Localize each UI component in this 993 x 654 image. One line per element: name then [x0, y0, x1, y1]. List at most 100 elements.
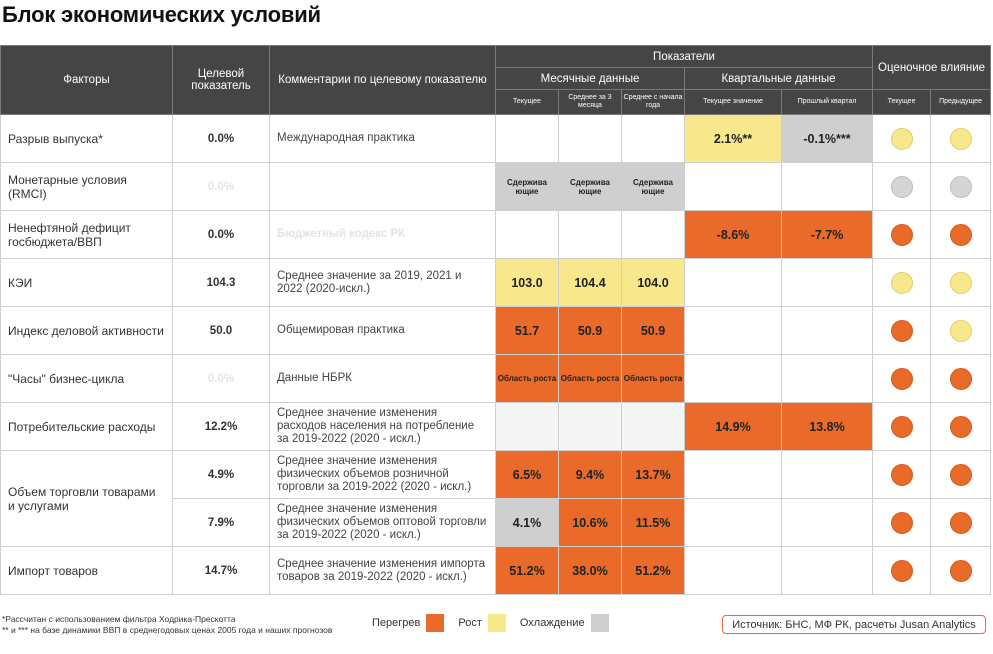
impact-current-cell	[872, 546, 932, 595]
quarterly-current-cell	[684, 306, 782, 355]
legend: Перегрев Рост Охлаждение	[372, 614, 623, 632]
impact-prev-cell	[930, 450, 992, 499]
impact-dot-icon	[890, 319, 913, 342]
monthly-ytd-cell: 50.9	[621, 306, 685, 355]
legend-overheat-label: Перегрев	[372, 617, 421, 629]
header-i-prev: Предыдущее	[930, 89, 992, 115]
impact-dot-icon	[890, 559, 913, 582]
impact-current-cell	[872, 210, 932, 259]
monthly-current-cell: Область роста	[495, 354, 559, 403]
monthly-current-cell: 103.0	[495, 258, 559, 307]
impact-current-cell	[872, 450, 932, 499]
header-q-current: Текущее значение	[684, 89, 782, 115]
monthly-3m-cell: Сдержива ющие	[558, 162, 622, 211]
monthly-current-cell: 51.2%	[495, 546, 559, 595]
impact-prev-cell	[930, 354, 992, 403]
legend-cooling-swatch	[590, 614, 609, 632]
monthly-current-cell: 4.1%	[495, 498, 559, 547]
monthly-ytd-cell: Сдержива ющие	[621, 162, 685, 211]
comment-cell: Международная практика	[269, 114, 496, 163]
target-cell: 0.0%	[172, 210, 270, 259]
monthly-current-cell: 51.7	[495, 306, 559, 355]
comment-cell: Среднее значение изменения физических об…	[269, 450, 496, 499]
monthly-3m-cell: 50.9	[558, 306, 622, 355]
impact-dot-icon	[949, 271, 972, 294]
impact-dot-icon	[890, 415, 913, 438]
monthly-ytd-cell	[621, 210, 685, 259]
header-target: Целевой показатель	[172, 45, 270, 115]
impact-prev-cell	[930, 114, 992, 163]
source-box: Источник: БНС, МФ РК, расчеты Jusan Anal…	[722, 615, 986, 634]
header-m-ytd: Среднее с начала года	[621, 89, 685, 115]
quarterly-prev-cell	[780, 450, 874, 499]
monthly-ytd-cell	[621, 114, 685, 163]
impact-current-cell	[872, 258, 932, 307]
impact-current-cell	[872, 498, 932, 547]
header-m-current: Текущее	[495, 89, 559, 115]
header-factors: Факторы	[0, 45, 173, 115]
comment-cell: Среднее значение изменения импорта товар…	[269, 546, 496, 595]
monthly-ytd-cell: 13.7%	[621, 450, 685, 499]
impact-dot-icon	[949, 175, 972, 198]
monthly-3m-cell	[558, 210, 622, 259]
monthly-3m-cell: 38.0%	[558, 546, 622, 595]
quarterly-prev-cell	[780, 546, 874, 595]
footnote: *Рассчитан с использованием фильтра Ходр…	[2, 614, 333, 635]
comment-cell	[269, 162, 496, 211]
table-row: Индекс деловой активности 50.0 Общемиров…	[0, 306, 992, 355]
target-cell: 104.3	[172, 258, 270, 307]
table-row: 7.9% Среднее значение изменения физическ…	[1, 498, 992, 547]
header-m-3month: Среднее за 3 месяца	[558, 89, 622, 115]
target-cell: 4.9%	[172, 450, 270, 499]
factor-cell: Объем торговли товарами и услугами	[0, 450, 173, 547]
impact-prev-cell	[930, 546, 992, 595]
impact-current-cell	[872, 114, 932, 163]
factor-cell: Монетарные условия (RMCI)	[0, 162, 173, 211]
impact-prev-cell	[930, 210, 992, 259]
impact-dot-icon	[949, 319, 972, 342]
table-row: КЭИ 104.3 Среднее значение за 2019, 2021…	[0, 258, 992, 307]
legend-cooling-label: Охлаждение	[519, 617, 585, 629]
header-comment: Комментарии по целевому показателю	[269, 45, 496, 115]
monthly-3m-cell	[558, 114, 622, 163]
quarterly-prev-cell	[780, 258, 874, 307]
impact-dot-icon	[890, 175, 913, 198]
target-cell: 0.0%	[172, 162, 270, 211]
target-cell: 0.0%	[172, 114, 270, 163]
quarterly-current-cell	[684, 546, 782, 595]
quarterly-current-cell: -8.6%	[684, 210, 782, 259]
monthly-current-cell: 6.5%	[495, 450, 559, 499]
quarterly-prev-cell	[780, 306, 874, 355]
factor-cell: "Часы" бизнес-цикла	[0, 354, 173, 403]
factor-cell: Индекс деловой активности	[0, 306, 173, 355]
impact-prev-cell	[930, 162, 992, 211]
factor-cell: Ненефтяной дефицит госбюджета/ВВП	[0, 210, 173, 259]
quarterly-current-cell	[684, 258, 782, 307]
table-row: Монетарные условия (RMCI) 0.0% Сдержива …	[0, 162, 992, 211]
impact-dot-icon	[949, 463, 972, 486]
comment-cell: Бюджетный кодекс РК	[269, 210, 496, 259]
impact-current-cell	[872, 162, 932, 211]
target-cell: 50.0	[172, 306, 270, 355]
impact-current-cell	[872, 306, 932, 355]
impact-current-cell	[872, 354, 932, 403]
monthly-current-cell	[495, 402, 559, 451]
monthly-current-cell	[495, 210, 559, 259]
factor-cell: Разрыв выпуска*	[0, 114, 173, 163]
comment-cell: Среднее значение изменения расходов насе…	[269, 402, 496, 451]
monthly-ytd-cell: 51.2%	[621, 546, 685, 595]
target-cell: 12.2%	[172, 402, 270, 451]
quarterly-prev-cell: -0.1%***	[780, 114, 874, 163]
page-title: Блок экономических условий	[2, 2, 321, 27]
quarterly-current-cell	[684, 162, 782, 211]
comment-cell: Общемировая практика	[269, 306, 496, 355]
monthly-3m-cell	[558, 402, 622, 451]
impact-dot-icon	[949, 367, 972, 390]
impact-dot-icon	[890, 223, 913, 246]
quarterly-prev-cell: -7.7%	[780, 210, 874, 259]
quarterly-current-cell	[684, 450, 782, 499]
target-cell: 7.9%	[172, 498, 270, 547]
impact-current-cell	[872, 402, 932, 451]
impact-prev-cell	[930, 306, 992, 355]
monthly-3m-cell: 104.4	[558, 258, 622, 307]
